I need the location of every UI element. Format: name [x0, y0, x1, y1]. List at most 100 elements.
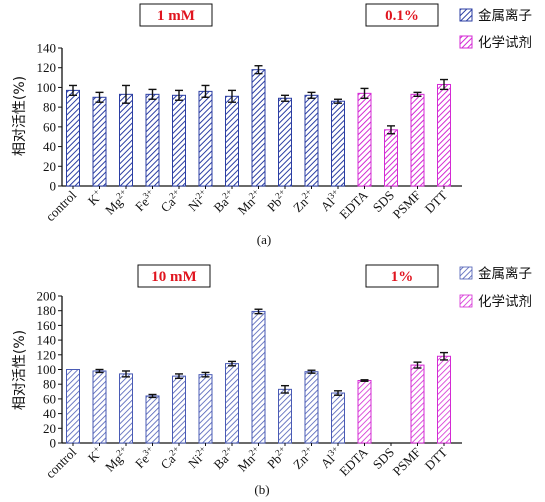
bar-b-11	[357, 380, 372, 444]
x-tick-label-b: Ba2+	[210, 444, 238, 472]
error-bar-a-7	[254, 65, 263, 75]
error-bar-b-14	[440, 351, 448, 361]
bar-a-9	[304, 94, 319, 187]
bar-b-1	[92, 370, 107, 444]
y-tick-label-a: 100	[37, 80, 57, 95]
error-bar-b-7	[254, 308, 263, 315]
y-tick-label-b: 180	[37, 303, 57, 318]
y-tick-label-b: 120	[37, 347, 57, 362]
legend-label-metal-b: 金属离子	[478, 265, 532, 282]
bar-b-8	[278, 388, 292, 444]
y-tick-label-b: 100	[37, 362, 57, 377]
bar-a-10	[331, 100, 345, 187]
legend-swatch-metal-a	[459, 8, 473, 22]
error-bar-b-11	[360, 379, 369, 382]
x-tick-label-a: Mn2+	[234, 187, 265, 218]
error-bar-a-4	[175, 89, 183, 101]
y-axis-label-a: 相对活性(%)	[12, 76, 28, 156]
error-bar-a-6	[228, 89, 236, 103]
legend-swatch-chem-b	[459, 294, 473, 308]
error-bar-b-1	[95, 368, 104, 374]
error-bar-a-0	[69, 84, 77, 97]
x-tick-label-a: EDTA	[336, 187, 371, 222]
error-bar-a-1	[95, 91, 104, 103]
error-bar-a-8	[281, 94, 289, 102]
legend-swatch-metal-b	[459, 266, 473, 280]
x-tick-label-b: Zn2+	[289, 444, 317, 472]
legend-swatch-chem-a	[459, 35, 473, 49]
caption-a: (a)	[257, 232, 271, 247]
bar-b-2	[119, 373, 133, 444]
error-bar-b-9	[307, 369, 316, 374]
error-bar-a-2	[122, 84, 130, 104]
error-bar-b-13	[413, 361, 422, 369]
y-tick-label-a: 0	[50, 179, 57, 194]
x-tick-label-b: DTT	[422, 444, 451, 473]
x-tick-label-a: K+	[84, 187, 106, 209]
concentration-box-b-chem	[365, 264, 439, 288]
bar-b-10	[331, 392, 345, 444]
concentration-label-a-metal: 1 mM	[157, 8, 195, 24]
error-bar-b-5	[201, 371, 210, 378]
y-tick-label-a: 60	[43, 119, 56, 134]
bar-a-12	[384, 129, 398, 187]
error-bar-a-12	[387, 125, 395, 135]
error-bar-b-10	[334, 390, 342, 396]
bar-b-7	[251, 310, 266, 444]
bar-a-13	[410, 93, 425, 187]
x-tick-label-a: PSMF	[390, 188, 424, 222]
x-tick-label-a: Ni2+	[184, 187, 211, 214]
bar-a-5	[198, 90, 213, 187]
x-tick-label-a: Ca2+	[157, 187, 185, 215]
bar-b-3	[145, 395, 160, 444]
x-tick-label-a: Fe3+	[131, 187, 158, 214]
concentration-label-b-chem: 1%	[391, 269, 414, 285]
concentration-box-a-chem	[365, 3, 439, 27]
x-tick-label-a: Mg2+	[101, 187, 132, 218]
bar-a-7	[251, 69, 266, 187]
bar-a-11	[357, 92, 372, 187]
x-tick-label-b: EDTA	[336, 444, 371, 479]
error-bar-a-9	[307, 91, 316, 99]
bar-b-4	[172, 375, 186, 444]
y-axis-label-b: 相对活性(%)	[12, 330, 28, 410]
y-tick-label-b: 80	[43, 377, 56, 392]
bar-b-5	[198, 374, 213, 444]
error-bar-b-4	[175, 373, 183, 380]
chart-panel-a: 1 mM 0.1% 金属离子 化学试剂 相对活性(%) 0 20 40 60 80 100…	[12, 3, 532, 247]
error-bar-a-5	[201, 84, 210, 98]
error-bar-b-6	[228, 360, 236, 367]
x-tick-label-b: K+	[84, 444, 106, 466]
x-tick-label-b: Fe3+	[131, 444, 158, 471]
x-tick-label-b: Mn2+	[234, 444, 265, 475]
y-tick-label-a: 40	[43, 139, 56, 154]
error-bar-a-3	[148, 88, 157, 100]
bar-a-1	[92, 96, 107, 187]
concentration-box-b-metal	[137, 264, 211, 288]
x-tick-label-a: Zn2+	[289, 187, 317, 215]
bar-b-0	[66, 369, 80, 444]
y-tick-label-a: 20	[43, 159, 56, 174]
x-tick-label-b: Ni2+	[184, 444, 211, 471]
x-tick-label-a: Ba2+	[210, 187, 238, 215]
error-bar-b-3	[148, 393, 157, 399]
y-tick-label-a: 80	[43, 100, 56, 115]
y-tick-label-b: 40	[43, 406, 56, 421]
bar-a-8	[278, 97, 292, 187]
x-tick-label-a: control	[42, 187, 79, 224]
error-bar-a-14	[440, 78, 448, 91]
chart-panel-b: 10 mM 1% 金属离子 化学试剂 相对活性(%) 0204060801001…	[12, 264, 532, 497]
bar-a-6	[225, 95, 239, 187]
y-tick-label-a: 120	[37, 60, 57, 75]
bar-b-14	[437, 355, 451, 444]
bar-a-4	[172, 94, 186, 187]
y-tick-label-a: 140	[37, 41, 57, 56]
bar-a-14	[437, 83, 451, 187]
bar-a-3	[145, 93, 160, 187]
legend-label-chem-b: 化学试剂	[478, 294, 532, 310]
concentration-label-b-metal: 10 mM	[151, 269, 196, 285]
error-bar-b-8	[281, 384, 289, 394]
x-tick-label-a: DTT	[422, 187, 451, 216]
